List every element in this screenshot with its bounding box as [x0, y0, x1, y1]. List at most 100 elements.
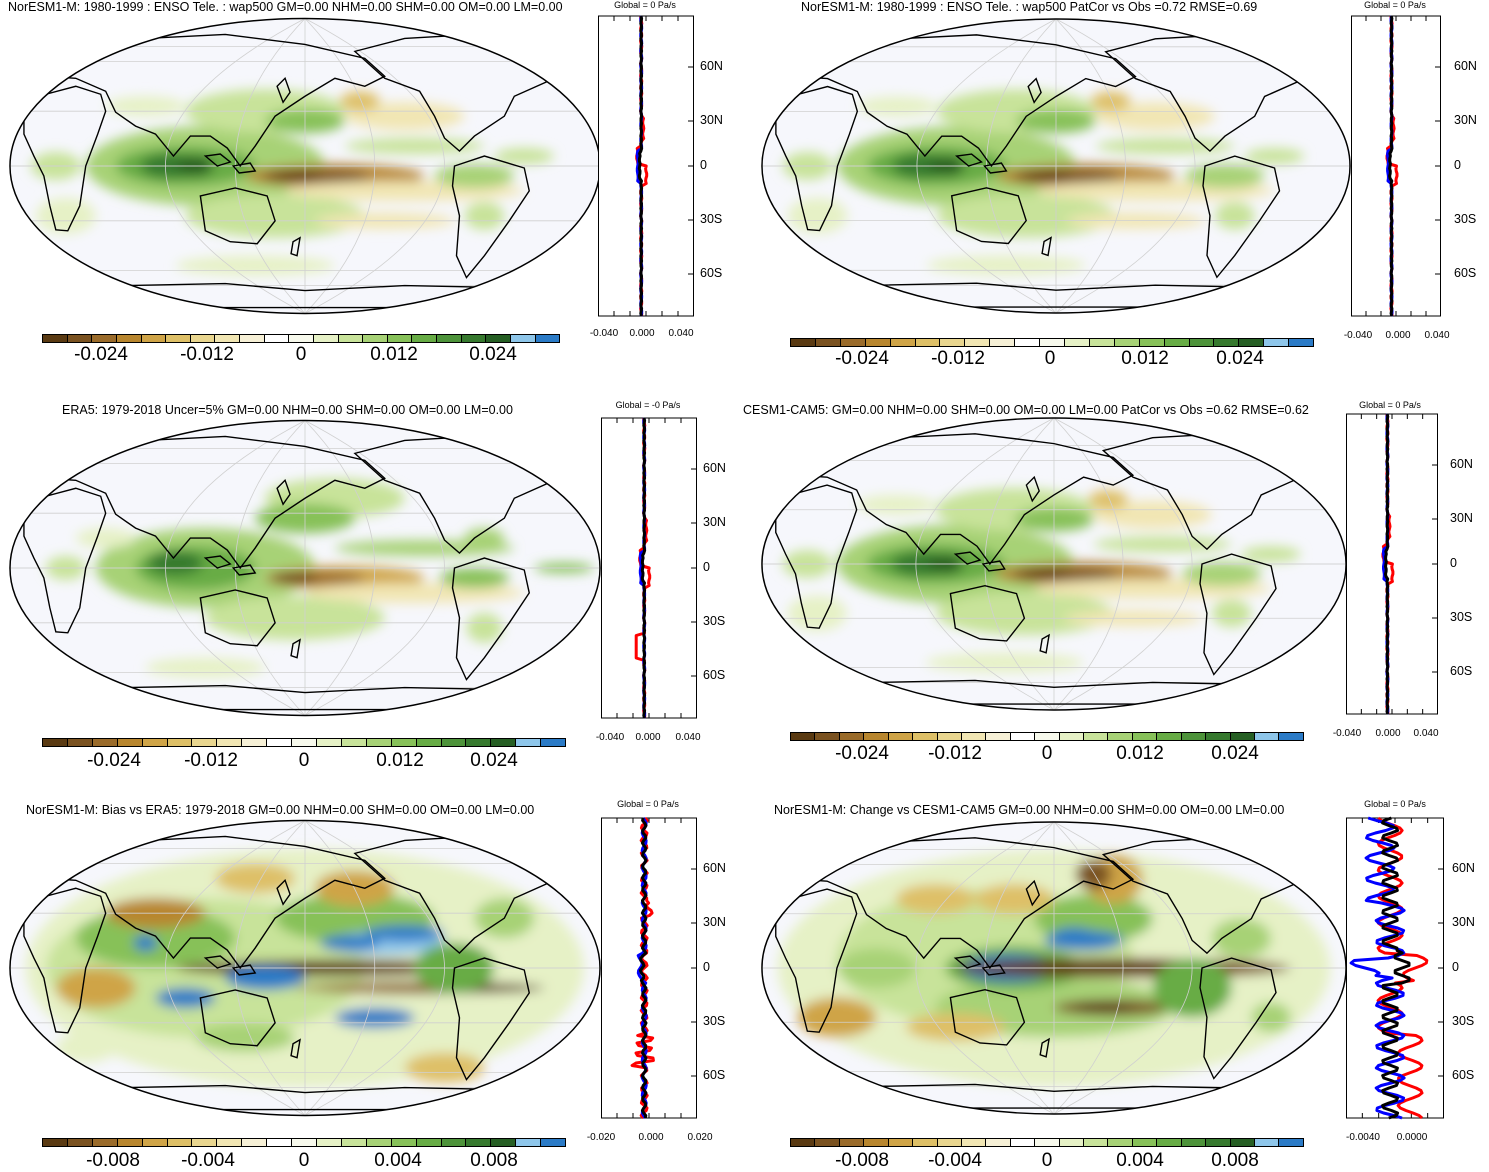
field-contour-13	[1090, 91, 1131, 112]
field-contour-12	[1095, 102, 1215, 131]
colorbar-swatch	[791, 339, 816, 346]
colorbar-swatch	[264, 335, 290, 342]
colorbar-swatch	[338, 335, 364, 342]
colorbar-swatch	[1084, 1139, 1109, 1146]
zonal-lat-label: 0	[703, 960, 710, 974]
zonal-ticks	[1361, 818, 1444, 1118]
field-contour-16	[155, 987, 216, 1008]
colorbar-tick-label: -0.008	[835, 1150, 889, 1171]
zonal-ticks	[1365, 16, 1441, 316]
zonal-line-model	[1376, 816, 1429, 1120]
colorbar-swatch	[986, 1139, 1011, 1146]
field-contour-18	[1095, 138, 1235, 155]
field-contour-9	[1019, 568, 1069, 579]
field-contour-11	[1073, 1002, 1133, 1013]
field-contour-15	[1211, 599, 1252, 628]
field-contour-17	[1244, 148, 1305, 165]
field-contour-14	[1182, 562, 1262, 586]
colorbar-swatch	[1035, 1139, 1060, 1146]
field-contour-13	[339, 91, 380, 112]
zonal-lat-label: 0	[700, 158, 707, 172]
colorbar-swatch	[289, 335, 314, 342]
zonal-x-tick-label: 0.040	[668, 328, 694, 339]
colorbar-tick-label: -0.024	[74, 344, 128, 365]
colorbar-swatch	[990, 339, 1016, 346]
colorbar-swatch	[890, 339, 916, 346]
colorbar-swatch	[1255, 733, 1280, 740]
field-contour-19	[1251, 1002, 1291, 1033]
zonal-mean-title: Global = -0 Pa/s	[615, 400, 681, 410]
colorbar-swatch	[92, 335, 117, 342]
zonal-lat-label: 0	[703, 560, 710, 574]
colorbar-swatch	[913, 733, 938, 740]
colorbar-tick-label: 0	[1041, 743, 1053, 764]
colorbar-swatch	[166, 335, 191, 342]
zonal-x-tick-label: -0.0040	[1346, 1132, 1380, 1143]
zonal-lat-label: 60S	[1454, 266, 1477, 280]
field-contour-6	[319, 935, 380, 952]
colorbar-swatch	[313, 335, 339, 342]
zonal-mean-title: Global = 0 Pa/s	[614, 0, 676, 10]
colorbar-swatch	[192, 1139, 218, 1146]
colorbar-swatch	[267, 739, 293, 746]
zonal-lat-label: 60S	[703, 1068, 726, 1082]
colorbar-swatch	[363, 335, 388, 342]
colorbar-swatch	[1264, 339, 1290, 346]
colorbar-swatch	[1157, 733, 1182, 740]
colorbar-swatch	[416, 739, 442, 746]
colorbar-tick-label: 0.012	[1121, 348, 1169, 369]
field-contour-9	[1021, 170, 1071, 181]
zonal-line-diff	[640, 417, 647, 719]
colorbar-swatch	[1157, 1139, 1182, 1146]
colorbar-swatch	[516, 1139, 542, 1146]
colorbar-swatch	[1040, 339, 1065, 346]
map-plot	[9, 819, 601, 1117]
colorbar-swatch	[1255, 1139, 1280, 1146]
colorbar-swatch	[791, 733, 816, 740]
zonal-lat-label: 60N	[703, 461, 726, 475]
field-contour-11	[439, 568, 510, 588]
colorbar-swatch	[67, 335, 93, 342]
colorbar-swatch	[1189, 339, 1215, 346]
colorbar-swatch	[1059, 733, 1085, 740]
colorbar-swatch	[516, 739, 542, 746]
zonal-lat-label: 30S	[700, 212, 723, 226]
field-contour-13	[1075, 859, 1112, 890]
colorbar-tick-label: -0.012	[931, 348, 985, 369]
colorbar-swatch	[117, 1139, 143, 1146]
colorbar-swatch	[412, 335, 437, 342]
colorbar-swatch	[67, 739, 93, 746]
colorbar-swatch	[1206, 733, 1231, 740]
zonal-lat-label: 60N	[1454, 59, 1477, 73]
colorbar-swatch	[937, 1139, 962, 1146]
zonal-mean-plot	[1346, 816, 1444, 1120]
field-contour-13	[1088, 490, 1128, 510]
field-contour-23	[404, 1052, 485, 1083]
field-contour-17	[1241, 546, 1301, 563]
zonal-lat-label: 0	[1450, 556, 1457, 570]
colorbar-swatch	[1064, 339, 1090, 346]
colorbar-tick-label: 0.008	[1211, 1150, 1259, 1171]
map-plot	[761, 417, 1347, 711]
colorbar-swatch	[961, 733, 987, 740]
field-contour-18	[344, 138, 485, 155]
colorbar-swatch	[43, 739, 68, 746]
field-contour-18	[1093, 536, 1232, 553]
map-title: NorESM1-M: 1980-1999 : ENSO Tele. : wap5…	[801, 0, 1258, 14]
field-contour-15	[797, 997, 877, 1038]
colorbar-tick-label: 0	[298, 750, 310, 771]
colorbar-tick-label: -0.012	[928, 743, 982, 764]
field-contour-5	[936, 193, 1116, 238]
zonal-line-diff	[637, 15, 644, 317]
colorbar-swatch	[1132, 1139, 1158, 1146]
zonal-mean-plot	[1346, 413, 1438, 715]
colorbar-swatch	[441, 1139, 467, 1146]
colorbar-tick-label: 0	[295, 344, 307, 365]
colorbar-swatch	[461, 335, 487, 342]
colorbar	[790, 732, 1304, 741]
colorbar-swatch	[242, 1139, 268, 1146]
colorbar-swatch	[316, 739, 342, 746]
zonal-lat-label: 30N	[703, 915, 726, 929]
field-contour-2	[147, 551, 204, 575]
colorbar-swatch	[142, 739, 168, 746]
